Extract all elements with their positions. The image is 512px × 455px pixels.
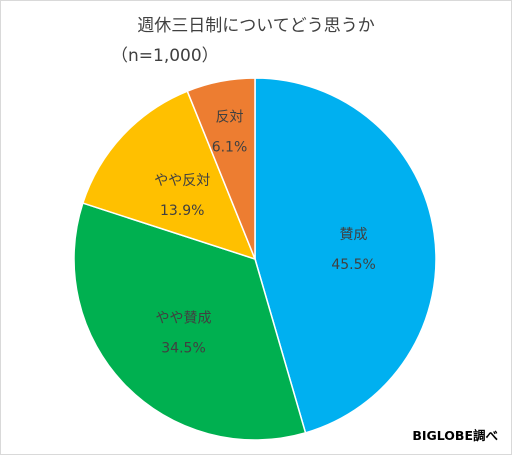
slice-value-4: 6.1% [212, 140, 248, 156]
slice-label-4: 反対 [215, 110, 243, 126]
slice-label-1: 賛成 [340, 227, 368, 243]
pie-slice-2 [73, 202, 307, 441]
slice-label-3: やや反対 [154, 173, 210, 189]
chart-subtitle: （n=1,000） [111, 46, 219, 66]
pie-slice-4 [186, 77, 256, 260]
source-credit: BIGLOBE調べ [412, 428, 498, 443]
slice-value-3: 13.9% [160, 203, 204, 219]
pie-slice-3 [81, 90, 257, 261]
chart-title: 週休三日制についてどう思うか [137, 16, 375, 36]
slice-label-2: やや賛成 [156, 310, 212, 326]
pie-slice-1 [254, 77, 437, 434]
slice-value-1: 45.5% [331, 257, 375, 273]
slice-value-2: 34.5% [161, 340, 205, 356]
